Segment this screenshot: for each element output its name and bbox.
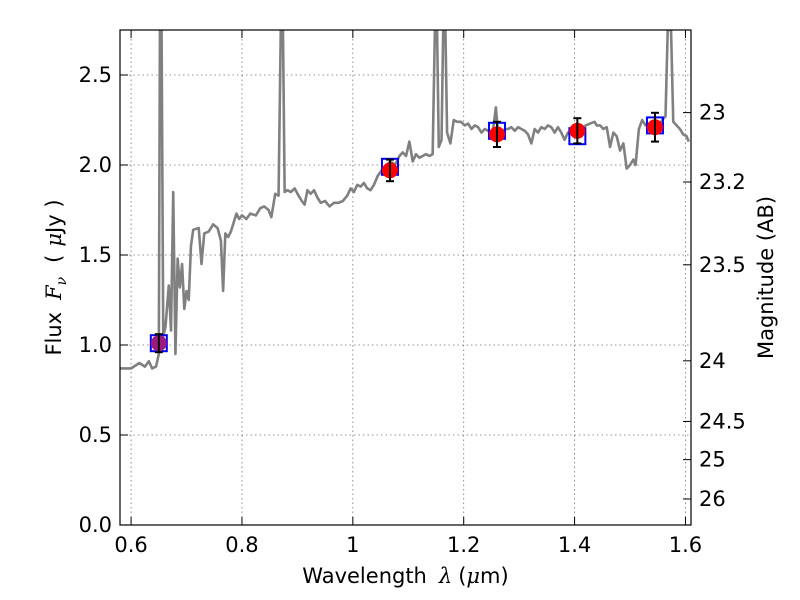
y-tick-label: 1.5 <box>79 243 112 267</box>
model-spectrum-layer <box>120 30 690 370</box>
photometry-point <box>568 117 587 146</box>
photometry-point <box>149 333 168 354</box>
y-tick-label: 2.5 <box>79 63 112 87</box>
y-tick-label: 0.0 <box>79 513 112 537</box>
y-axis-label: FluxFν(μJy ) <box>42 199 70 355</box>
x-tick-label: 1.6 <box>669 533 702 557</box>
plot-frame <box>119 29 692 526</box>
photometry-point <box>380 157 399 183</box>
x-tick-label: 0.8 <box>225 533 258 557</box>
x-tick-label: 1 <box>346 533 359 557</box>
photometry-point <box>487 120 506 148</box>
magnitude-tick-label: 24.5 <box>699 409 746 433</box>
photometry-point <box>645 111 664 143</box>
axis-ticks: 0.6 0.8 1 1.2 1.4 1.6 0.0 0.5 1.0 1.5 2.0 2.5 23 23.2… <box>79 30 746 557</box>
magnitude-tick-label: 24 <box>699 349 726 373</box>
magnitude-tick-label: 23 <box>699 101 726 125</box>
magnitude-tick-label: 26 <box>699 487 726 511</box>
magnitude-tick-label: 23.2 <box>699 170 746 194</box>
x-tick-label: 1.2 <box>447 533 480 557</box>
magnitude-tick-label: 23.5 <box>699 253 746 277</box>
x-axis-label: Wavelength λ (μm) <box>302 564 508 588</box>
model-spectrum-line <box>120 30 690 370</box>
plot-area <box>120 30 691 525</box>
y-tick-label: 0.5 <box>79 423 112 447</box>
magnitude-axis-label: Magnitude (AB) <box>754 196 778 359</box>
magnitude-tick-label: 25 <box>699 448 726 472</box>
x-tick-label: 1.4 <box>558 533 591 557</box>
y-tick-label: 2.0 <box>79 153 112 177</box>
y-tick-label: 1.0 <box>79 333 112 357</box>
photometry-layer <box>149 111 664 354</box>
x-tick-label: 0.6 <box>114 533 147 557</box>
